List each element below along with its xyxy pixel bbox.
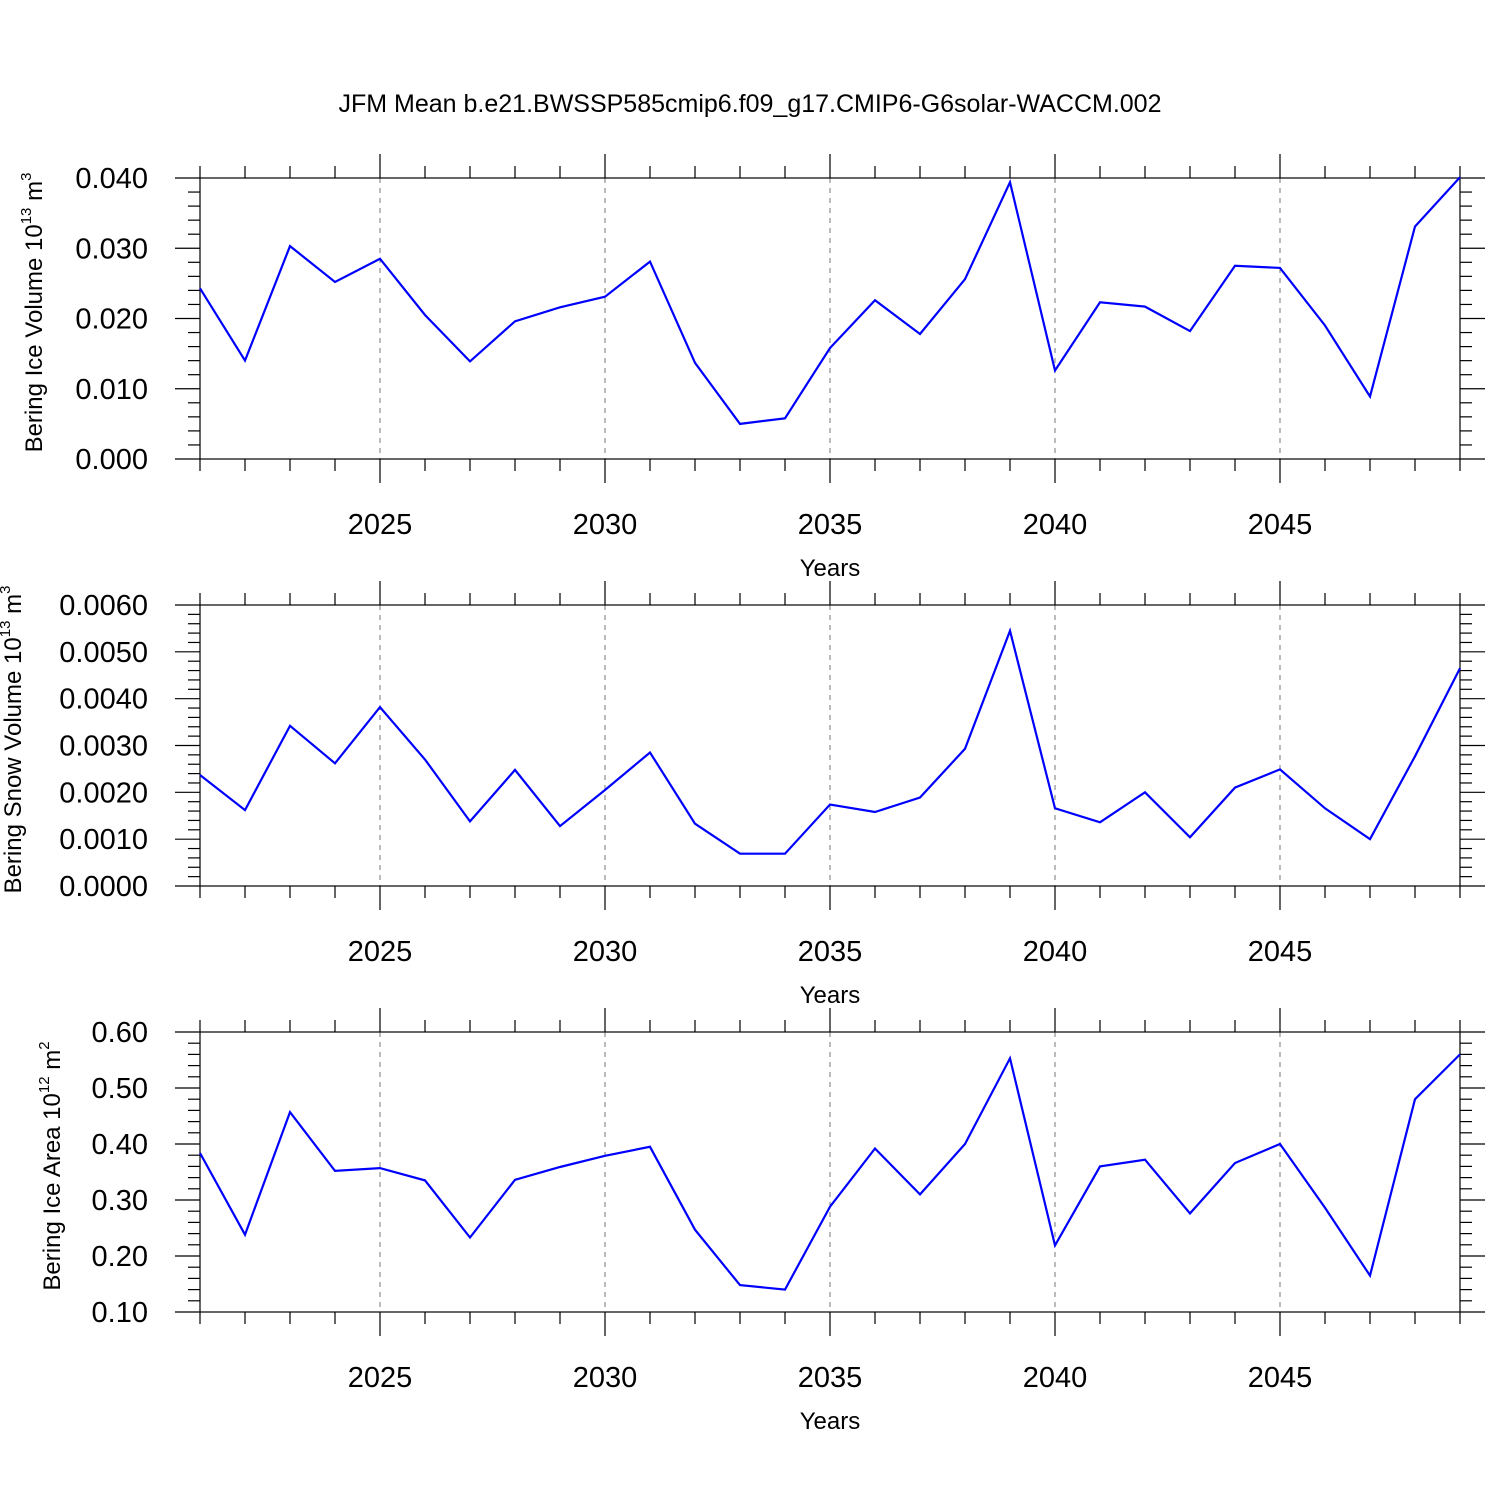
y-tick-label: 0.60 xyxy=(92,1017,148,1049)
y-tick-label: 0.0030 xyxy=(59,731,148,763)
y-tick-label: 0.0020 xyxy=(59,777,148,809)
y-axis-label: Bering Ice Area 1012 m2 xyxy=(36,1041,66,1290)
x-tick-label: 2040 xyxy=(1023,1362,1088,1394)
x-tick-label: 2045 xyxy=(1248,936,1313,968)
series-line xyxy=(199,627,1461,855)
y-tick-label: 0.40 xyxy=(92,1129,148,1161)
chart-panel-3: 0.10 0.20 0.30 0.40 0.50 0.60 2025 2030 2035 2040… xyxy=(36,1008,1485,1435)
y-tick-label: 0.30 xyxy=(92,1185,148,1217)
y-tick-label: 0.010 xyxy=(75,374,148,406)
x-tick-label: 2045 xyxy=(1248,509,1313,541)
x-tick-label: 2035 xyxy=(798,509,863,541)
x-axis-label: Years xyxy=(800,982,861,1009)
y-tick-label: 0.0060 xyxy=(59,590,148,622)
y-tick-label: 0.020 xyxy=(75,304,148,336)
x-tick-label: 2030 xyxy=(573,509,638,541)
y-tick-label: 0.0000 xyxy=(59,871,148,903)
y-tick-label: 0.0010 xyxy=(59,824,148,856)
x-axis-label: Years xyxy=(800,1408,861,1435)
x-tick-label: 2030 xyxy=(573,1362,638,1394)
y-tick-label: 0.0040 xyxy=(59,684,148,716)
x-tick-label: 2035 xyxy=(798,1362,863,1394)
chart-panel-2: 0.0000 0.0010 0.0020 0.0030 0.0040 0.0050 0.00… xyxy=(0,581,1485,1009)
x-tick-label: 2025 xyxy=(348,509,413,541)
x-tick-label: 2025 xyxy=(348,936,413,968)
y-axis-label: Bering Snow Volume 1013 m3 xyxy=(0,586,27,894)
x-axis-label: Years xyxy=(800,555,861,582)
y-tick-label: 0.20 xyxy=(92,1241,148,1273)
y-tick-label: 0.10 xyxy=(92,1297,148,1329)
y-tick-label: 0.040 xyxy=(75,163,148,195)
x-tick-label: 2035 xyxy=(798,936,863,968)
y-tick-label: 0.030 xyxy=(75,233,148,265)
x-tick-label: 2025 xyxy=(348,1362,413,1394)
y-axis-label: Bering Ice Volume 1013 m3 xyxy=(18,173,48,453)
x-tick-label: 2030 xyxy=(573,936,638,968)
x-tick-label: 2040 xyxy=(1023,936,1088,968)
x-tick-label: 2045 xyxy=(1248,1362,1313,1394)
y-tick-label: 0.50 xyxy=(92,1073,148,1105)
y-tick-label: 0.0050 xyxy=(59,637,148,669)
figure-title: JFM Mean b.e21.BWSSP585cmip6.f09_g17.CMI… xyxy=(338,90,1161,118)
series-line xyxy=(199,1053,1461,1291)
y-tick-label: 0.000 xyxy=(75,444,148,476)
chart-panel-1: 0.000 0.010 0.020 0.030 0.040 2025 2030 2035 204… xyxy=(18,154,1485,582)
x-tick-label: 2040 xyxy=(1023,509,1088,541)
